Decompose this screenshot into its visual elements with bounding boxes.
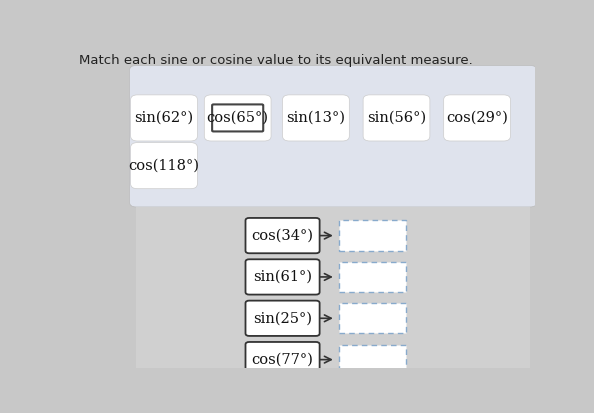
FancyBboxPatch shape: [283, 95, 349, 141]
Text: Match each sine or cosine value to its equivalent measure.: Match each sine or cosine value to its e…: [79, 55, 473, 67]
FancyBboxPatch shape: [129, 65, 537, 207]
Bar: [339, 262, 406, 292]
FancyBboxPatch shape: [204, 95, 271, 141]
FancyBboxPatch shape: [363, 95, 430, 141]
FancyBboxPatch shape: [137, 207, 530, 368]
FancyBboxPatch shape: [131, 142, 197, 189]
Text: sin(13°): sin(13°): [286, 111, 346, 125]
Text: sin(61°): sin(61°): [253, 270, 312, 284]
Text: sin(62°): sin(62°): [134, 111, 194, 125]
FancyBboxPatch shape: [245, 342, 320, 377]
FancyBboxPatch shape: [444, 95, 510, 141]
Text: sin(25°): sin(25°): [253, 311, 312, 325]
Text: cos(29°): cos(29°): [446, 111, 508, 125]
Text: sin(56°): sin(56°): [367, 111, 426, 125]
FancyBboxPatch shape: [245, 301, 320, 336]
FancyBboxPatch shape: [245, 218, 320, 253]
Text: cos(77°): cos(77°): [252, 353, 314, 367]
Bar: [339, 344, 406, 375]
FancyBboxPatch shape: [245, 259, 320, 294]
Text: cos(34°): cos(34°): [251, 229, 314, 242]
Text: cos(65°): cos(65°): [207, 111, 268, 125]
Text: cos(118°): cos(118°): [128, 159, 200, 173]
Bar: [339, 221, 406, 251]
Bar: [339, 303, 406, 333]
FancyBboxPatch shape: [131, 95, 197, 141]
